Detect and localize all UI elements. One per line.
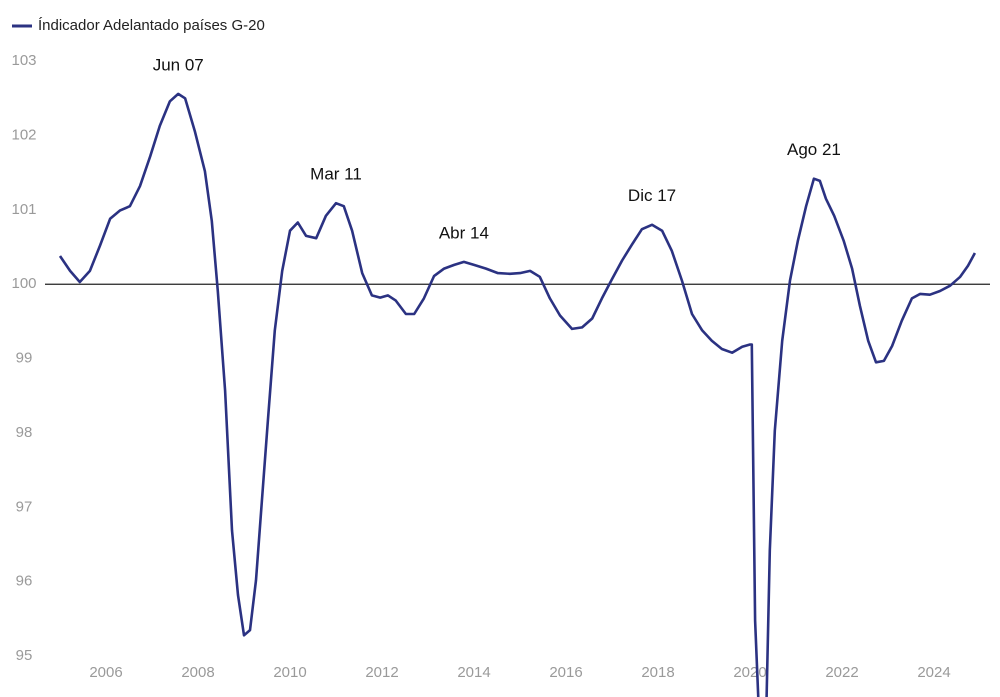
y-tick-label: 102 (11, 126, 36, 143)
x-tick-label: 2018 (641, 664, 674, 681)
y-tick-label: 97 (16, 498, 33, 515)
x-tick-label: 2010 (273, 664, 306, 681)
y-tick-label: 98 (16, 424, 33, 441)
annotation: Jun 07 (153, 55, 204, 74)
y-tick-label: 103 (11, 52, 36, 69)
legend: Índicador Adelantado países G-20 (12, 17, 265, 34)
x-tick-label: 2014 (457, 664, 490, 681)
x-tick-label: 2006 (89, 664, 122, 681)
x-tick-label: 2016 (549, 664, 582, 681)
x-tick-label: 2008 (181, 664, 214, 681)
y-tick-label: 99 (16, 350, 33, 367)
y-tick-label: 101 (11, 201, 36, 218)
series-line (58, 92, 977, 697)
y-tick-label: 100 (11, 275, 36, 292)
legend-label: Índicador Adelantado países G-20 (38, 17, 265, 34)
y-tick-label: 95 (16, 647, 33, 664)
plot-area (58, 92, 977, 697)
annotation: Abr 14 (439, 223, 489, 242)
x-tick-label: 2020 (733, 664, 766, 681)
annotation: Dic 17 (628, 186, 676, 205)
annotation: Mar 11 (310, 165, 362, 184)
annotation: Ago 21 (787, 140, 841, 159)
x-tick-label: 2022 (825, 664, 858, 681)
x-tick-label: 2024 (917, 664, 950, 681)
x-tick-label: 2012 (365, 664, 398, 681)
y-tick-label: 96 (16, 573, 33, 590)
